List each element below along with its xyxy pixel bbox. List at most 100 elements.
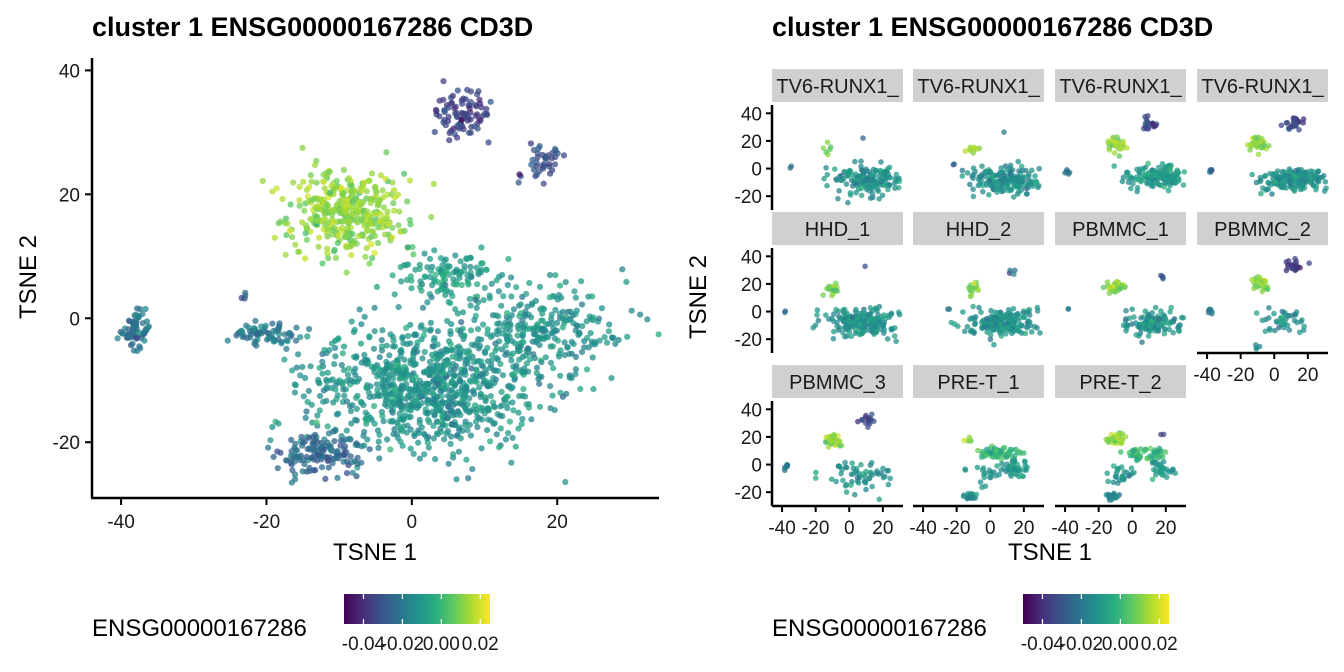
main-point [472,402,479,409]
facet-point [813,469,819,476]
main-point [407,321,414,328]
facet-legend-title: ENSG00000167286 [772,615,987,642]
main-point [247,328,254,335]
facet-point [833,478,839,485]
facet-point [984,329,990,335]
facet-point [1131,469,1137,476]
facet-point [1133,320,1139,326]
main-point [379,378,386,385]
facet-point [866,311,872,318]
main-point [462,386,469,393]
main-point [333,177,340,184]
main-point [547,383,554,390]
main-point [445,298,452,306]
main-point [546,294,553,301]
main-point [434,328,441,335]
main-point [424,400,432,407]
main-point [459,325,466,332]
facet-point [1296,127,1302,133]
main-point [478,358,485,365]
facet-point [852,330,859,337]
main-point [286,329,293,336]
main-point [396,364,403,371]
facet-point [829,315,835,322]
facet-point [1147,445,1154,452]
facet-point [841,319,847,325]
facet-point [1004,184,1011,191]
facet-point [830,335,837,342]
facet-point [1136,324,1143,330]
facet-point [976,145,983,151]
facet-point [831,435,838,442]
facet-panel: TV6-RUNX1_ [1055,69,1188,195]
main-point [340,451,347,458]
main-point [316,364,323,371]
facet-point [1173,171,1180,178]
main-point [492,340,499,347]
main-point [319,370,326,377]
facet-point [1151,124,1157,130]
main-point [572,294,580,301]
facet-point [1283,173,1289,180]
facet-point [1156,445,1163,452]
main-point [557,372,564,379]
facet-point [1292,255,1298,262]
main-point [547,359,555,366]
main-point [314,439,321,446]
main-point [534,150,541,157]
main-point [375,224,382,231]
facet-point [837,443,843,449]
main-point [444,403,451,410]
main-point [296,453,303,460]
facet-point [1266,325,1273,332]
main-point [282,215,290,222]
facet-strip [1055,69,1186,102]
facet-point [1009,447,1015,453]
main-y-label: TSNE 2 [15,235,42,319]
main-point [366,334,373,341]
facet-point [1007,176,1014,182]
facet-points [787,135,903,206]
facet-point [1153,449,1159,456]
main-point [283,345,290,352]
main-point [314,203,321,210]
main-point [454,113,461,120]
legend-tick-label: -0.02 [1060,634,1103,655]
main-point [502,436,509,443]
main-point [353,354,360,361]
facet-point [860,135,866,141]
facet-point [1293,309,1300,315]
main-point [486,292,493,299]
main-point [343,470,351,477]
main-point [269,188,276,195]
main-point [463,256,470,263]
main-point [428,213,435,221]
main-legend: ENSG00000167286 -0.04-0.020.00 0.02 [92,594,499,655]
main-point [457,435,464,442]
facet-panel: TV6-RUNX1_ [913,69,1044,200]
facet-point [1029,167,1035,174]
facet-point [1104,470,1110,477]
main-point [484,326,491,333]
facet-point [1007,267,1013,274]
main-point [361,442,368,449]
main-point [514,322,521,329]
main-point [334,392,341,399]
facet-point [881,326,888,333]
main-point [383,213,390,220]
facet-point [1266,315,1272,321]
main-point [372,193,379,200]
facet-point [869,483,875,490]
main-point [475,326,482,333]
facet-point [1265,179,1271,186]
main-point [447,289,454,296]
main-point [344,371,352,378]
facet-point [1124,322,1130,329]
main-point [352,372,359,379]
main-point [467,302,474,309]
facet-point [1001,444,1008,451]
facet-point [873,167,880,174]
main-point [464,427,471,434]
facet-point [842,464,849,471]
facet-strip [1055,365,1186,398]
